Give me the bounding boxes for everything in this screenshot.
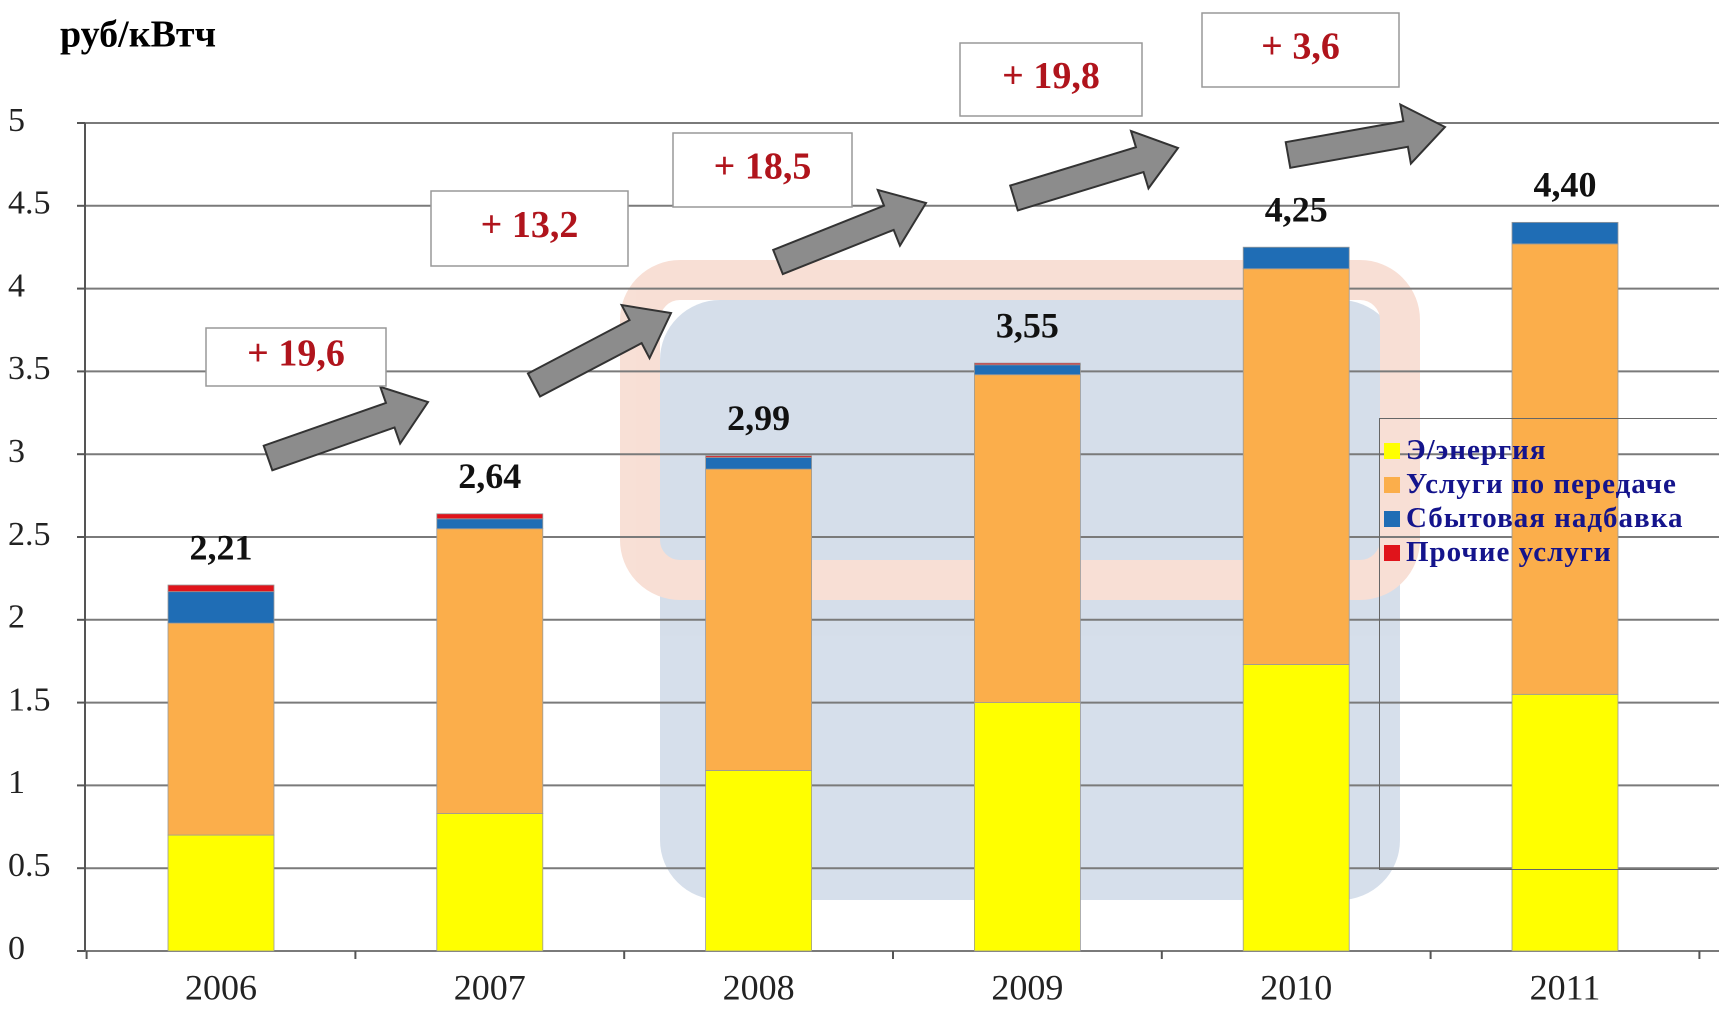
x-tick-label: 2011 xyxy=(1530,967,1601,1007)
arrow xyxy=(1286,104,1445,167)
legend-swatch xyxy=(1384,477,1400,493)
bar-segment xyxy=(437,519,543,529)
bar-segment xyxy=(437,529,543,814)
bar-segment xyxy=(1243,247,1349,269)
bar-segment xyxy=(974,375,1080,703)
bar-segment xyxy=(168,592,274,623)
legend-item: Э/энергия xyxy=(1384,433,1717,467)
annotation: + 19,6 xyxy=(247,333,345,375)
legend-label: Э/энергия xyxy=(1406,433,1547,467)
bar-segment xyxy=(437,814,543,951)
y-axis-label: руб/кВтч xyxy=(60,14,216,56)
total-label: 2,64 xyxy=(458,456,521,496)
x-tick-label: 2010 xyxy=(1260,967,1332,1007)
bar-segment xyxy=(1512,222,1618,244)
y-tick-label: 4.5 xyxy=(8,185,51,222)
bar-segment xyxy=(974,363,1080,365)
y-tick-label: 0.5 xyxy=(8,847,51,884)
legend-label: Прочие услуги xyxy=(1406,535,1612,569)
total-label: 2,99 xyxy=(727,398,790,438)
arrow xyxy=(1010,131,1178,210)
y-tick-label: 3.5 xyxy=(8,350,51,387)
legend-item: Услуги по передаче xyxy=(1384,467,1717,501)
y-tick-label: 3 xyxy=(8,433,25,470)
bar-segment xyxy=(974,703,1080,951)
bar-segment xyxy=(1243,665,1349,951)
legend-swatch xyxy=(1384,511,1400,527)
total-label: 3,55 xyxy=(996,305,1059,345)
annotation: + 18,5 xyxy=(714,146,812,188)
x-tick-label: 2009 xyxy=(991,967,1063,1007)
bar-segment xyxy=(168,585,274,592)
legend-label: Услуги по передаче xyxy=(1406,467,1677,501)
bar-segment xyxy=(168,623,274,835)
legend-item: Сбытовая надбавка xyxy=(1384,501,1717,535)
total-label: 4,40 xyxy=(1534,165,1597,205)
y-tick-label: 4 xyxy=(8,267,25,304)
total-label: 2,21 xyxy=(190,527,253,567)
y-tick-label: 1.5 xyxy=(8,681,51,718)
bar-segment xyxy=(168,835,274,951)
bar-segment xyxy=(1243,269,1349,665)
annotation: + 19,8 xyxy=(1002,55,1100,97)
page: руб/кВтч 0 0.5 1 1.5 2 2.5 3 3.5 4 4.5 5 2006 2,21 20… xyxy=(0,0,1719,1022)
bar-segment xyxy=(706,770,812,951)
bar-segment xyxy=(706,458,812,470)
legend-swatch xyxy=(1384,545,1400,561)
legend-label: Сбытовая надбавка xyxy=(1406,501,1684,535)
x-tick-label: 2007 xyxy=(454,967,526,1007)
bar-segment xyxy=(706,456,812,458)
y-tick-label: 1 xyxy=(8,764,25,801)
x-tick-label: 2008 xyxy=(723,967,795,1007)
total-label: 4,25 xyxy=(1265,189,1328,229)
y-tick-label: 2 xyxy=(8,599,25,636)
legend-item: Прочие услуги xyxy=(1384,535,1717,569)
y-tick-label: 0 xyxy=(8,930,25,967)
bar-segment xyxy=(706,469,812,770)
y-tick-label: 5 xyxy=(8,102,25,139)
annotation: + 13,2 xyxy=(481,204,579,246)
x-tick-label: 2006 xyxy=(185,967,257,1007)
legend-swatch xyxy=(1384,443,1400,459)
bar-segment xyxy=(437,514,543,519)
bar-segment xyxy=(974,365,1080,375)
arrow xyxy=(264,387,428,470)
annotation: + 3,6 xyxy=(1261,26,1340,68)
y-tick-label: 2.5 xyxy=(8,516,51,553)
